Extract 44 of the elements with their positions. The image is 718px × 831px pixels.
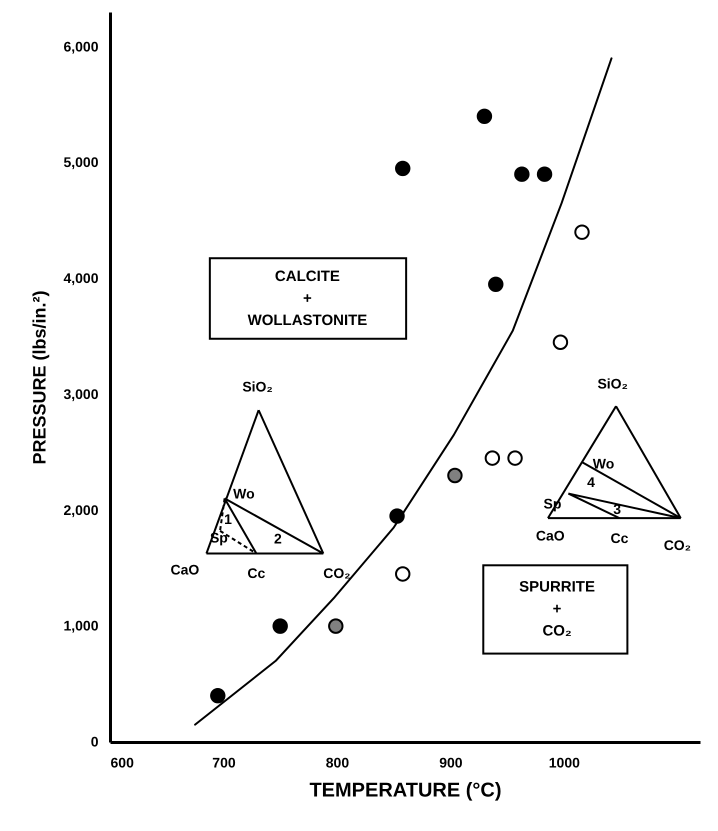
annotation: CO₂ <box>323 564 351 581</box>
annotation: Cc <box>610 530 629 546</box>
x-tick-label: 700 <box>212 754 236 770</box>
annotation: SiO₂ <box>597 375 628 392</box>
y-tick-label: 2,000 <box>63 502 99 518</box>
annotation: Wo <box>233 485 255 502</box>
annotation: 1 <box>224 510 232 527</box>
point <box>389 508 405 524</box>
y-tick-label: 4,000 <box>63 270 99 286</box>
annotation: CALCITE + WOLLASTONITE <box>248 268 368 330</box>
x-tick-label: 600 <box>110 754 134 770</box>
annotation: CaO <box>170 561 200 578</box>
x-tick-label: 1000 <box>548 754 580 770</box>
point <box>395 566 410 582</box>
annotation: Wo <box>592 455 614 472</box>
annotation: SiO₂ <box>242 378 273 394</box>
annotation: CaO <box>536 528 565 544</box>
annotation: 4 <box>587 474 596 490</box>
x-tick-label: 800 <box>326 754 350 770</box>
point <box>514 166 530 182</box>
point <box>552 334 568 350</box>
point <box>507 450 523 466</box>
y-tick-label: 5,000 <box>63 154 99 170</box>
point <box>328 618 344 634</box>
point <box>484 450 500 466</box>
point <box>272 618 288 634</box>
x-axis-title: TEMPERATURE (°C) <box>309 780 502 802</box>
annotation: CO₂ <box>664 537 691 554</box>
y-axis-title: PRESSURE (lbs/in.²) <box>29 290 50 465</box>
annotation: Cc <box>247 564 266 581</box>
y-tick-label: 6,000 <box>63 38 99 54</box>
point <box>210 688 226 704</box>
x-tick-label: 900 <box>439 754 463 770</box>
point <box>488 276 504 292</box>
point <box>574 224 590 240</box>
point <box>536 166 552 182</box>
point <box>447 468 463 484</box>
point <box>395 160 410 176</box>
annotation: SPURRITE + CO₂ <box>519 578 595 640</box>
y-tick-label: 1,000 <box>63 618 99 634</box>
point <box>476 108 492 124</box>
y-tick-label: 3,000 <box>63 386 99 402</box>
y-tick-label: 0 <box>90 734 99 750</box>
annotation: 2 <box>274 530 282 547</box>
